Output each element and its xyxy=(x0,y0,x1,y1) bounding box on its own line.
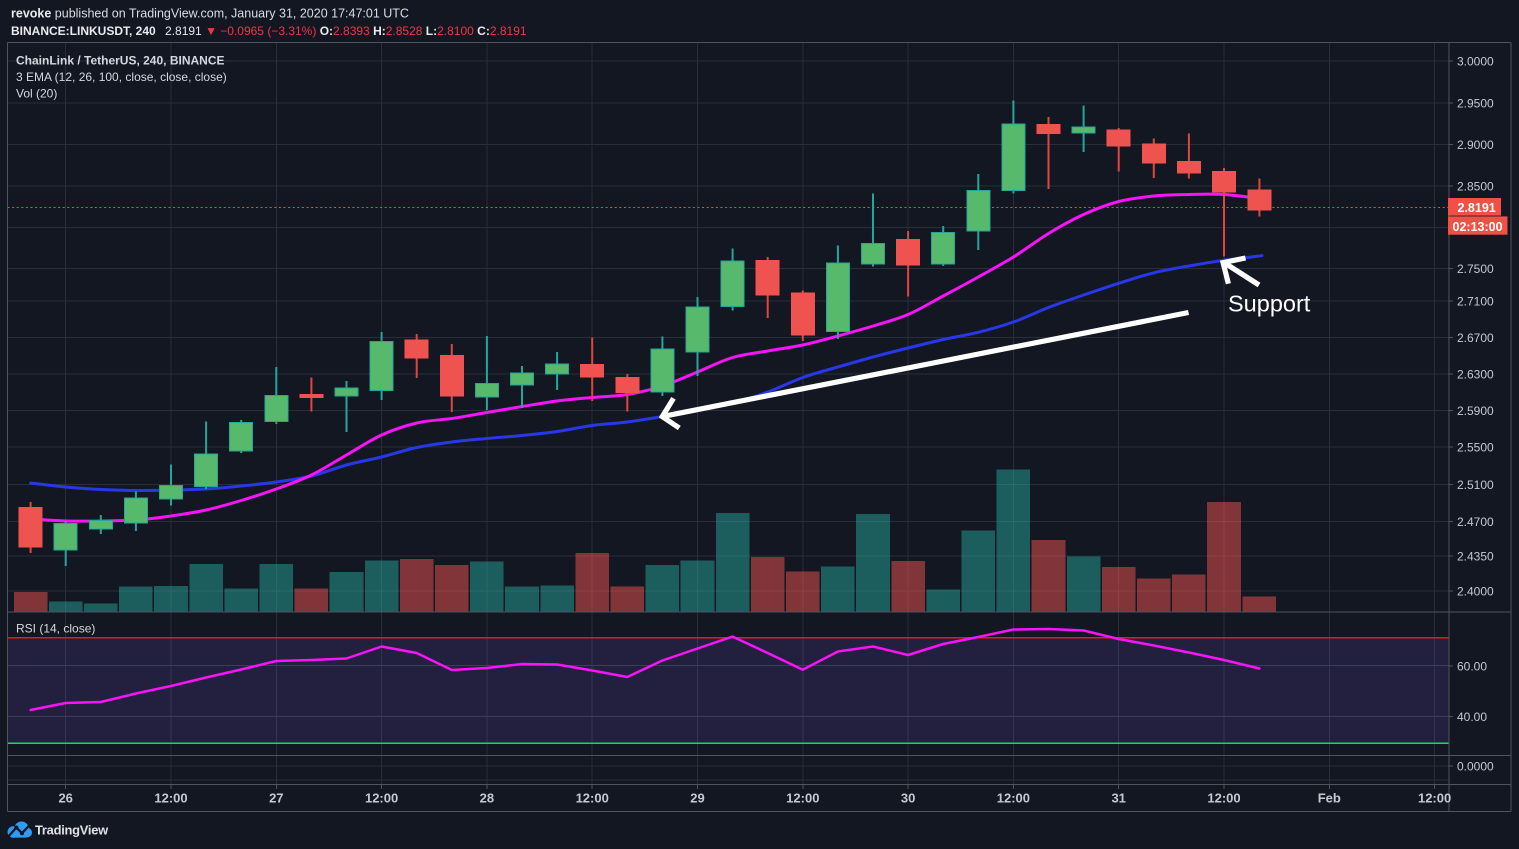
svg-text:29: 29 xyxy=(690,791,704,806)
svg-text:TradingView: TradingView xyxy=(35,822,109,837)
svg-text:2.5900: 2.5900 xyxy=(1457,404,1494,418)
svg-text:2.6300: 2.6300 xyxy=(1457,367,1494,381)
svg-text:30: 30 xyxy=(901,791,915,806)
svg-text:60.00: 60.00 xyxy=(1457,659,1487,673)
svg-text:12:00: 12:00 xyxy=(786,791,819,806)
svg-text:2.8500: 2.8500 xyxy=(1457,179,1494,193)
svg-text:12:00: 12:00 xyxy=(997,791,1030,806)
svg-text:2.5500: 2.5500 xyxy=(1457,440,1494,454)
svg-text:12:00: 12:00 xyxy=(365,791,398,806)
svg-text:RSI (14, close): RSI (14, close) xyxy=(16,622,95,636)
svg-text:26: 26 xyxy=(58,791,72,806)
svg-text:2.9000: 2.9000 xyxy=(1457,138,1494,152)
svg-text:02:13:00: 02:13:00 xyxy=(1453,220,1503,234)
svg-text:2.8191: 2.8191 xyxy=(1458,201,1496,215)
svg-text:12:00: 12:00 xyxy=(154,791,187,806)
svg-text:40.00: 40.00 xyxy=(1457,710,1487,724)
svg-text:12:00: 12:00 xyxy=(1207,791,1240,806)
svg-text:Vol (20): Vol (20) xyxy=(16,87,57,101)
svg-text:BINANCE:LINKUSDT, 240 2.8191: BINANCE:LINKUSDT, 240 2.8191 ▼ −0.0965 (… xyxy=(11,24,527,38)
svg-text:2.4700: 2.4700 xyxy=(1457,515,1494,529)
svg-text:2.9500: 2.9500 xyxy=(1457,96,1494,110)
svg-text:31: 31 xyxy=(1111,791,1125,806)
svg-text:Feb: Feb xyxy=(1318,791,1341,806)
svg-text:2.7500: 2.7500 xyxy=(1457,262,1494,276)
svg-text:2.4000: 2.4000 xyxy=(1457,584,1494,598)
svg-text:ChainLink / TetherUS, 240, BIN: ChainLink / TetherUS, 240, BINANCE xyxy=(16,54,224,68)
svg-text:12:00: 12:00 xyxy=(1418,791,1451,806)
svg-text:2.7100: 2.7100 xyxy=(1457,294,1494,308)
svg-text:Support: Support xyxy=(1228,291,1311,317)
svg-text:2.4350: 2.4350 xyxy=(1457,549,1494,563)
svg-text:revoke published on TradingVie: revoke published on TradingView.com, Jan… xyxy=(11,7,409,21)
svg-text:2.6700: 2.6700 xyxy=(1457,331,1494,345)
svg-text:12:00: 12:00 xyxy=(576,791,609,806)
svg-text:3.0000: 3.0000 xyxy=(1457,54,1494,68)
svg-text:28: 28 xyxy=(480,791,494,806)
svg-text:2.5100: 2.5100 xyxy=(1457,478,1494,492)
svg-text:3 EMA (12, 26, 100, close, clo: 3 EMA (12, 26, 100, close, close, close) xyxy=(16,70,227,84)
svg-text:0.0000: 0.0000 xyxy=(1457,759,1494,773)
svg-text:27: 27 xyxy=(269,791,283,806)
